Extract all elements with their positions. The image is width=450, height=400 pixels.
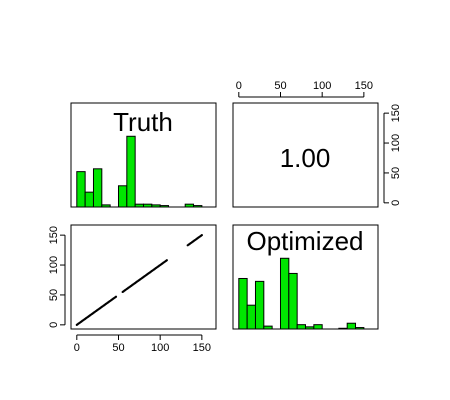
right-y-tick-label: 150 (390, 104, 402, 122)
left-y-tick-label: 0 (48, 322, 60, 328)
truth-histogram-bar (184, 203, 195, 208)
optimized-histogram-bar (338, 327, 348, 330)
truth-histogram-bars (76, 135, 203, 208)
right-y-tick-label: 0 (390, 200, 402, 206)
scatter-point (114, 295, 118, 298)
right-y-tick-label: 100 (390, 134, 402, 152)
optimized-histogram-bar (254, 280, 265, 330)
optimized-histogram-bar (305, 326, 315, 330)
optimized-histogram-bar (263, 325, 273, 330)
truth-histogram-bar (101, 204, 111, 208)
left-y-tick-label: 150 (48, 226, 60, 244)
optimized-histogram-bar (279, 257, 290, 330)
bottom-x-tick-label: 0 (74, 342, 80, 354)
optimized-histogram-bar (313, 324, 323, 330)
truth-histogram-bar (151, 204, 161, 208)
truth-histogram-bar (193, 205, 203, 208)
truth-label: Truth (113, 107, 173, 137)
truth-histogram-bar (126, 135, 136, 208)
optimized-histogram-bar (288, 272, 298, 330)
top-x-tick-label: 100 (313, 80, 331, 92)
optimized-histogram-bar (296, 324, 307, 330)
truth-histogram-bar (143, 203, 153, 208)
left-y-tick-label: 100 (48, 256, 60, 274)
truth-histogram-bar (92, 168, 103, 208)
optimized-histogram-bars (238, 257, 365, 330)
bottom-x-tick-label: 50 (112, 342, 124, 354)
scatter-point (200, 234, 203, 237)
left-y-tick-label: 50 (48, 289, 60, 301)
truth-histogram-bar (117, 185, 128, 208)
optimized-histogram-bar (346, 322, 357, 330)
top-x-tick-label: 150 (355, 80, 373, 92)
correlation-value: 1.00 (280, 143, 331, 173)
bottom-x-tick-label: 150 (193, 342, 211, 354)
scatter-point (165, 259, 168, 262)
top-x-tick-label: 50 (274, 80, 286, 92)
optimized-histogram-bar (355, 327, 365, 330)
scatter-points (75, 234, 203, 326)
bottom-x-tick-label: 100 (151, 342, 169, 354)
axes: 0 50 100 150 0 50 100 150 0 50 100 150 0 50 100 150 (48, 80, 402, 354)
truth-histogram-bar (76, 171, 86, 208)
right-y-tick-label: 50 (390, 167, 402, 179)
correlation-panel (232, 102, 379, 208)
optimized-label: Optimized (246, 226, 363, 256)
truth-histogram-bar (159, 205, 170, 208)
scatter-panel (70, 224, 217, 330)
top-x-tick-label: 0 (236, 80, 242, 92)
truth-histogram-bar (84, 191, 94, 208)
truth-histogram-bar (134, 203, 145, 208)
optimized-histogram-bar (238, 277, 248, 330)
optimized-histogram-bar (246, 304, 256, 330)
